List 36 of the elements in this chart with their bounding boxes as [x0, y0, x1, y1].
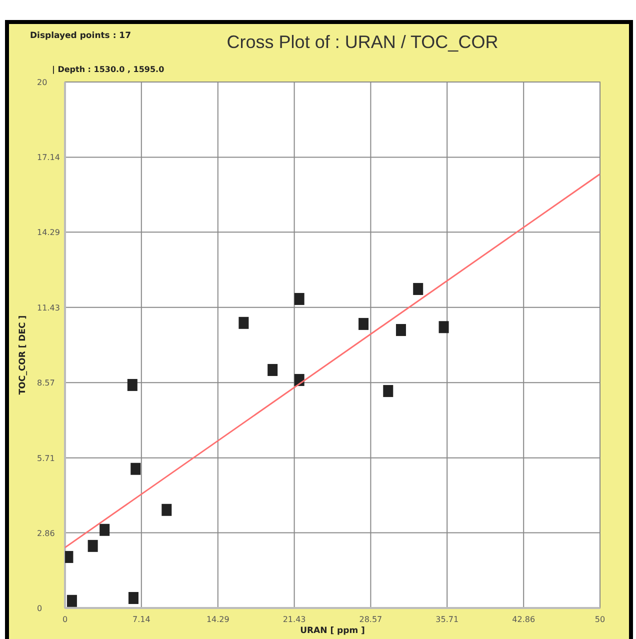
point: [66, 594, 77, 607]
point: [413, 282, 424, 295]
x-tick-label: 35.71: [436, 615, 459, 624]
x-axis-title: URAN [ ppm ]: [300, 626, 366, 636]
point: [162, 504, 172, 516]
y-tick-label: 2.86: [37, 528, 55, 538]
point: [88, 540, 98, 552]
point: [383, 385, 394, 398]
y-tick-label: 17.14: [37, 153, 60, 162]
point: [130, 462, 141, 475]
point: [268, 364, 278, 376]
x-tick-label: 28.57: [359, 615, 382, 624]
chart-subtitle: | Depth : 1530.0 , 1595.0: [52, 65, 165, 74]
point: [238, 316, 249, 329]
text: Displayed points : 17: [30, 31, 132, 41]
y-axis-title: TOC_COR [ DEC ]: [18, 315, 28, 395]
point: [358, 318, 369, 330]
point: [127, 378, 138, 391]
x-tick-label: 7.14: [132, 615, 150, 624]
x-tick-label: 0: [62, 615, 68, 624]
point: [128, 592, 138, 604]
x-tick-label: 50: [594, 615, 606, 624]
y-tick-label: 8.57: [37, 378, 55, 388]
y-tick-label: 5.71: [37, 454, 55, 463]
y-tick-label: 11.43: [37, 303, 60, 312]
y-tick-label: 20: [37, 78, 48, 87]
point: [438, 321, 449, 334]
x-tick-label: 14.29: [206, 615, 230, 624]
chart-title: Cross Plot of : URAN / TOC_COR: [226, 32, 498, 52]
y-tick-label: 14.29: [37, 228, 60, 238]
point: [294, 292, 304, 305]
point: [396, 324, 406, 336]
point: [100, 524, 110, 536]
y-tick-label: 0: [37, 604, 42, 613]
x-tick-label: 42.86: [512, 615, 536, 624]
x-tick-label: 21.43: [282, 615, 306, 624]
